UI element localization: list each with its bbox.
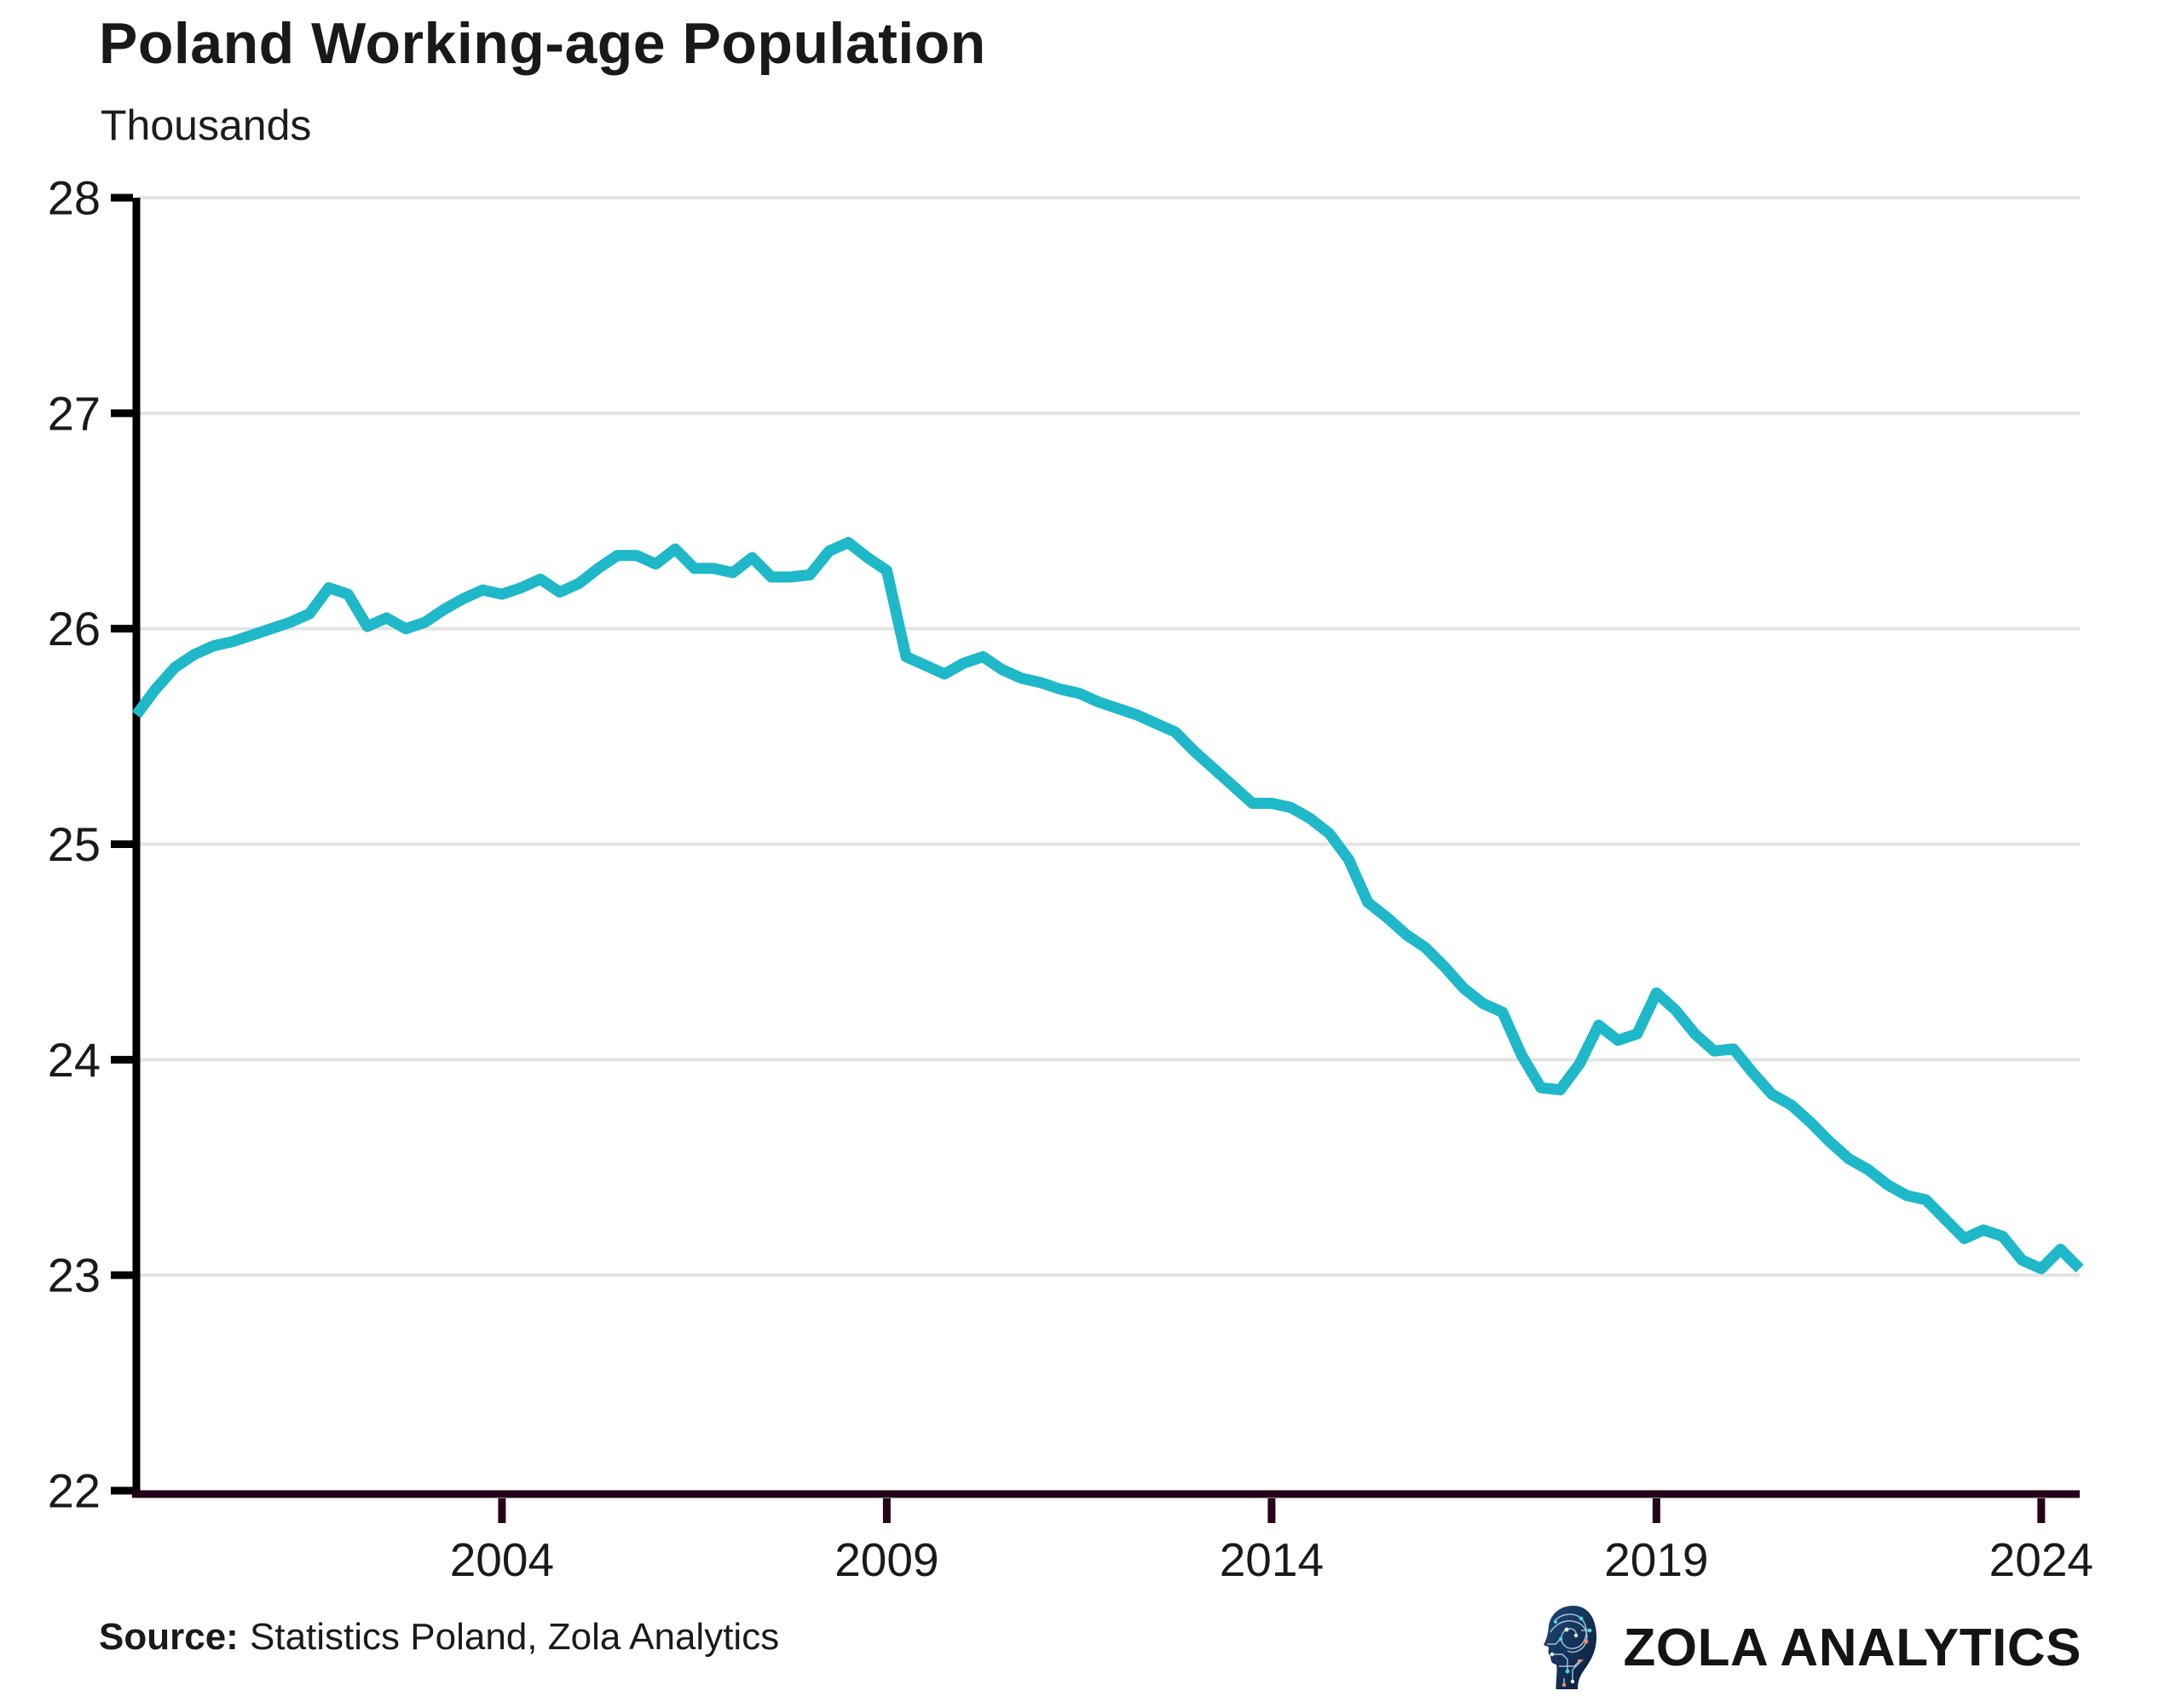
head-silhouette — [1543, 1606, 1596, 1689]
x-tick-label: 2009 — [834, 1533, 938, 1586]
population-line — [131, 537, 2084, 1275]
brand-name: ZOLA ANALYTICS — [1623, 1618, 2081, 1677]
y-tick-label: 22 — [48, 1464, 101, 1518]
y-axis-unit-label: Thousands — [101, 101, 312, 149]
brand-logo: ZOLA ANALYTICS — [1542, 1604, 2081, 1691]
x-tick-label: 2024 — [1989, 1533, 2093, 1586]
circuit-nodes — [1550, 1616, 1591, 1688]
chart-title: Poland Working-age Population — [99, 11, 986, 76]
x-tick-label: 2014 — [1220, 1533, 1324, 1586]
y-tick-label: 25 — [48, 817, 101, 871]
y-tick-label: 23 — [48, 1249, 101, 1302]
source-note: Source: Statistics Poland, Zola Analytics — [99, 1616, 779, 1659]
x-tick-label: 2004 — [450, 1533, 554, 1586]
source-text: Statistics Poland, Zola Analytics — [250, 1616, 780, 1658]
circuit-head-icon — [1543, 1606, 1596, 1689]
y-tick-label: 24 — [48, 1033, 101, 1087]
x-tick-label: 2019 — [1604, 1533, 1708, 1586]
y-tick-label: 26 — [48, 602, 101, 655]
y-tick-label: 27 — [48, 386, 101, 440]
y-tick-label: 28 — [48, 171, 101, 225]
source-label: Source: — [99, 1616, 239, 1658]
